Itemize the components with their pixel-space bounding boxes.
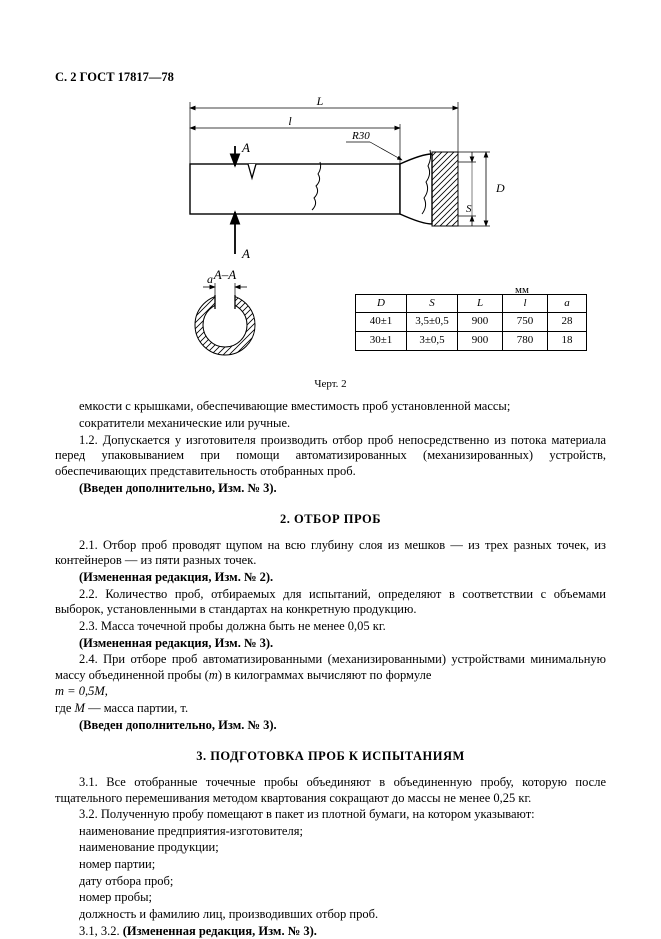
th-D: D bbox=[356, 294, 407, 313]
svg-text:A–A: A–A bbox=[213, 269, 236, 282]
figure-section: A–A a bbox=[165, 269, 285, 369]
svg-text:D: D bbox=[495, 181, 505, 195]
para: 2.3. Масса точечной пробы должна быть не… bbox=[55, 619, 606, 635]
para: 2.1. Отбор проб проводят щупом на всю гл… bbox=[55, 538, 606, 569]
svg-text:L: L bbox=[316, 94, 324, 108]
dimension-table: D S L l a 40±1 3,5±0,5 900 750 28 30±1 3… bbox=[355, 294, 587, 351]
para: номер партии; bbox=[55, 857, 606, 873]
page-header: С. 2 ГОСТ 17817—78 bbox=[55, 70, 606, 86]
para: наименование продукции; bbox=[55, 840, 606, 856]
para: (Введен дополнительно, Изм. № 3). bbox=[55, 718, 606, 734]
para: где М — масса партии, т. bbox=[55, 701, 606, 717]
th-a: a bbox=[548, 294, 587, 313]
para: емкости с крышками, обеспечивающие вмест… bbox=[55, 399, 606, 415]
th-S: S bbox=[407, 294, 458, 313]
para: номер пробы; bbox=[55, 890, 606, 906]
svg-text:A: A bbox=[241, 246, 250, 261]
para: (Измененная редакция, Изм. № 3). bbox=[55, 636, 606, 652]
body-block-3: 3.1. Все отобранные точечные пробы объед… bbox=[55, 775, 606, 939]
formula: m = 0,5М, bbox=[55, 684, 606, 700]
para: 1.2. Допускается у изготовителя производ… bbox=[55, 433, 606, 480]
svg-text:R30: R30 bbox=[351, 130, 370, 142]
para: сократители механические или ручные. bbox=[55, 416, 606, 432]
para: 3.2. Полученную пробу помещают в пакет и… bbox=[55, 807, 606, 823]
th-l: l bbox=[503, 294, 548, 313]
figure-2: L l R30 A A D S bbox=[55, 94, 606, 374]
figure-caption: Черт. 2 bbox=[55, 378, 606, 392]
para: (Введен дополнительно, Изм. № 3). bbox=[55, 481, 606, 497]
table-row: 30±1 3±0,5 900 780 18 bbox=[356, 332, 587, 351]
para: 3.1. Все отобранные точечные пробы объед… bbox=[55, 775, 606, 806]
para: наименование предприятия-изготовителя; bbox=[55, 824, 606, 840]
para: 3.1, 3.2. (Измененная редакция, Изм. № 3… bbox=[55, 924, 606, 939]
body-block-2: 2.1. Отбор проб проводят щупом на всю гл… bbox=[55, 538, 606, 734]
para: дату отбора проб; bbox=[55, 874, 606, 890]
table-row: 40±1 3,5±0,5 900 750 28 bbox=[356, 313, 587, 332]
svg-text:A: A bbox=[241, 140, 250, 155]
th-L: L bbox=[458, 294, 503, 313]
body-block-1: емкости с крышками, обеспечивающие вмест… bbox=[55, 399, 606, 496]
section-2-title: 2. ОТБОР ПРОБ bbox=[55, 512, 606, 528]
figure-longitudinal: L l R30 A A D S bbox=[170, 94, 510, 269]
svg-text:S: S bbox=[466, 203, 472, 215]
para: должность и фамилию лиц, производивших о… bbox=[55, 907, 606, 923]
para: 2.4. При отборе проб автоматизированными… bbox=[55, 652, 606, 683]
svg-text:l: l bbox=[288, 114, 292, 128]
para: (Измененная редакция, Изм. № 2). bbox=[55, 570, 606, 586]
para: 2.2. Количество проб, отбираемых для исп… bbox=[55, 587, 606, 618]
section-3-title: 3. ПОДГОТОВКА ПРОБ К ИСПЫТАНИЯМ bbox=[55, 749, 606, 765]
svg-text:a: a bbox=[207, 272, 213, 286]
table-header-row: D S L l a bbox=[356, 294, 587, 313]
